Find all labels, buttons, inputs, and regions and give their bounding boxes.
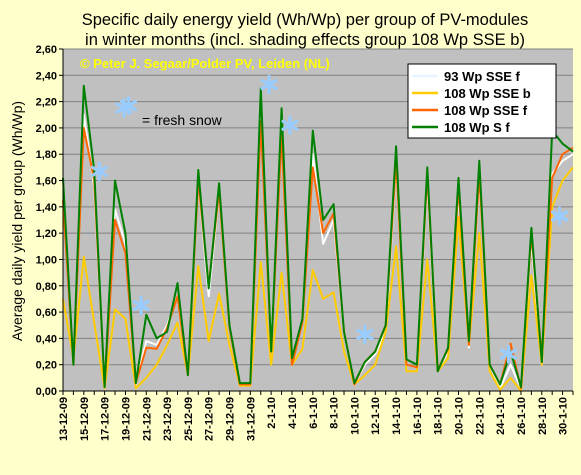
x-tick-labels: 13-12-09 15-12-09 17-12-09 19-12-09 21-12-09… <box>58 391 574 441</box>
snow-icon <box>90 161 108 181</box>
y-tick-label: 2,40 <box>36 70 57 82</box>
x-tick-label: 29-12-09 <box>225 397 237 441</box>
legend-label: 108 Wp SSE f <box>444 103 528 118</box>
y-tick-label: 1,40 <box>36 202 57 214</box>
x-tick-label: 2-1-10 <box>266 397 278 429</box>
y-tick-labels: 0,00 0,20 0,40 0,60 0,80 1,00 1,20 1,40 1,60 1,80… <box>36 44 63 398</box>
y-tick-label: 2,20 <box>36 97 57 109</box>
legend-label: 108 Wp SSE b <box>444 86 531 101</box>
x-tick-label: 21-12-09 <box>141 397 153 441</box>
x-tick-label: 15-12-09 <box>79 397 91 441</box>
y-tick-label: 2,60 <box>36 44 57 56</box>
x-tick-label: 18-1-10 <box>433 397 445 435</box>
series-lines <box>62 84 574 392</box>
snow-icon <box>499 344 517 364</box>
y-axis-label: Average daily yield per group (Wh/Wp) <box>9 101 25 341</box>
x-tick-label: 24-1-10 <box>495 397 507 435</box>
legend-label: 93 Wp SSE f <box>444 69 521 84</box>
y-tick-label: 0,20 <box>36 360 57 372</box>
snow-icon <box>281 115 299 135</box>
x-tick-label: 26-1-10 <box>516 397 528 435</box>
chart-title-line-2: in winter months (incl. shading effects … <box>85 31 525 49</box>
x-tick-label: 20-1-10 <box>454 397 466 435</box>
x-tick-label: 28-1-10 <box>537 397 549 435</box>
y-tick-label: 0,60 <box>36 307 57 319</box>
x-tick-label: 10-1-10 <box>349 397 361 435</box>
snow-icon <box>260 74 278 95</box>
x-tick-label: 27-12-09 <box>204 397 216 441</box>
chart-title-line-1: Specific daily energy yield (Wh/Wp) per … <box>82 11 529 29</box>
fresh-snow-annotation: = fresh snow <box>142 112 223 128</box>
x-tick-label: 6-1-10 <box>308 397 320 429</box>
y-tick-label: 0,80 <box>36 281 57 293</box>
y-tick-label: 1,00 <box>36 254 57 266</box>
x-tick-label: 8-1-10 <box>329 397 341 429</box>
x-tick-label: 14-1-10 <box>391 397 403 435</box>
snow-icon <box>115 98 133 118</box>
axes <box>62 49 573 392</box>
x-tick-label: 4-1-10 <box>287 397 299 429</box>
x-tick-label: 19-12-09 <box>120 397 132 441</box>
x-tick-label: 16-1-10 <box>412 397 424 435</box>
y-tick-label: 2,00 <box>36 123 57 135</box>
snow-icon <box>550 206 568 226</box>
legend-label: 108 Wp S f <box>444 120 510 135</box>
x-tick-label: 23-12-09 <box>162 397 174 441</box>
x-tick-label: 31-12-09 <box>245 397 257 441</box>
x-tick-label: 22-1-10 <box>474 397 486 435</box>
series-line-3 <box>62 84 574 389</box>
y-tick-label: 0,00 <box>36 386 57 398</box>
snow-icon <box>356 324 374 345</box>
copyright-text: © Peter J. Segaar/Polder PV, Leiden (NL) <box>80 56 330 71</box>
y-tick-label: 0,40 <box>36 333 57 345</box>
snow-markers <box>90 74 568 364</box>
legend: 93 Wp SSE f 108 Wp SSE b 108 Wp SSE f 108 W… <box>407 63 557 139</box>
y-tick-label: 1,20 <box>36 228 57 240</box>
x-tick-label: 25-12-09 <box>183 397 195 441</box>
y-tick-label: 1,80 <box>36 149 57 161</box>
x-tick-label: 13-12-09 <box>58 397 70 441</box>
snow-icon <box>132 295 150 316</box>
y-tick-label: 1,60 <box>36 176 57 188</box>
x-tick-label: 30-1-10 <box>558 397 570 435</box>
chart-title: Specific daily energy yield (Wh/Wp) per … <box>82 11 529 49</box>
x-tick-label: 17-12-09 <box>100 397 112 441</box>
x-tick-label: 12-1-10 <box>370 397 382 435</box>
